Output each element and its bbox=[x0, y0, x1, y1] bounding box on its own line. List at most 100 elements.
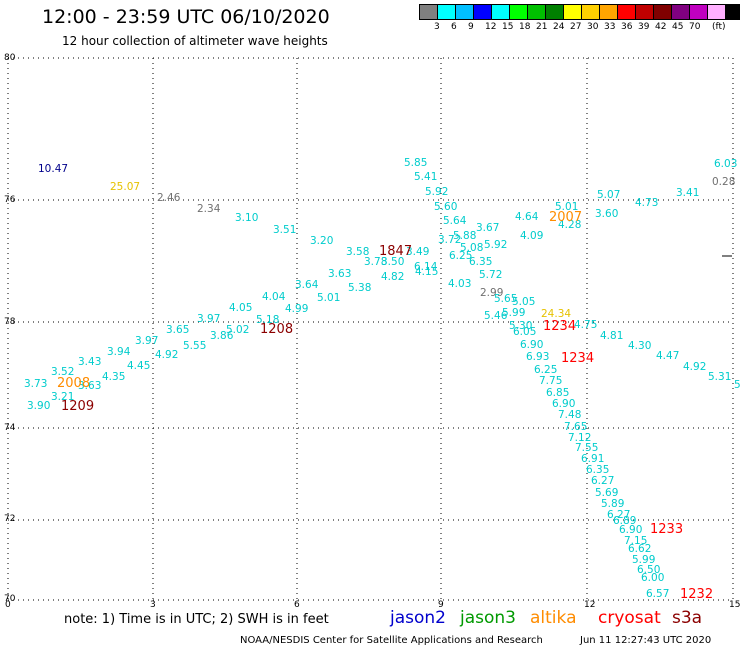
wave-height-label: 6.14 bbox=[414, 261, 438, 273]
wave-height-label: 2.34 bbox=[197, 203, 221, 215]
wave-height-label: 3.94 bbox=[107, 346, 131, 358]
wave-height-label: 3.67 bbox=[476, 222, 499, 234]
scale-label: 3 bbox=[434, 22, 440, 32]
x-tick-label: 0 bbox=[5, 600, 11, 610]
wave-height-label: 5.07 bbox=[597, 189, 620, 201]
satellite-s3a: s3a bbox=[672, 608, 703, 628]
wave-height-label: 10.47 bbox=[38, 163, 68, 175]
wave-height-label: 7.55 bbox=[575, 442, 598, 454]
wave-height-label: 4.04 bbox=[262, 291, 286, 303]
wave-height-label: 5.72 bbox=[479, 269, 502, 281]
wave-height-label: 5.02 bbox=[226, 324, 249, 336]
scale-label: 12 bbox=[485, 22, 497, 32]
wave-height-label: 3.65 bbox=[166, 324, 189, 336]
scale-label: 70 bbox=[689, 22, 701, 32]
scale-label: 15 bbox=[502, 22, 514, 32]
wave-height-label: 5.60 bbox=[434, 201, 457, 213]
pass-time-label: 1234 bbox=[543, 319, 576, 334]
wave-height-label: 5.69 bbox=[595, 487, 618, 499]
scale-label: 27 bbox=[570, 22, 582, 32]
x-tick-label: 6 bbox=[294, 600, 300, 610]
scale-swatch bbox=[689, 4, 708, 20]
scale-label: 42 bbox=[655, 22, 667, 32]
scale-label: 33 bbox=[604, 22, 616, 32]
wave-height-label: 3.60 bbox=[595, 208, 618, 220]
wave-height-label: 6.05 bbox=[513, 326, 536, 338]
scale-label: 18 bbox=[519, 22, 531, 32]
wave-height-label: 5.64 bbox=[443, 215, 467, 227]
wave-height-label: 6.50 bbox=[637, 564, 660, 576]
lat-lon-grid bbox=[7, 57, 734, 601]
scale-label: 9 bbox=[468, 22, 474, 32]
wave-height-label: 3.43 bbox=[78, 356, 101, 368]
wave-height-label: 6.25 bbox=[534, 364, 557, 376]
pass-time-label: 1232 bbox=[680, 587, 713, 602]
wave-height-label: 6.91 bbox=[581, 453, 604, 465]
wave-height-label: 4.45 bbox=[127, 360, 150, 372]
wave-height-label: 0.28 bbox=[712, 176, 735, 188]
satellite-altika: altika bbox=[530, 608, 577, 628]
scale-swatch bbox=[599, 4, 618, 20]
x-tick-label: 12 bbox=[584, 600, 596, 610]
scale-swatch bbox=[473, 4, 492, 20]
wave-height-label: 7.12 bbox=[568, 432, 591, 444]
scale-unit: (ft) bbox=[712, 22, 726, 32]
wave-height-label: 5.46 bbox=[484, 310, 508, 322]
satellite-jason2: jason2 bbox=[390, 608, 446, 628]
scale-swatch bbox=[617, 4, 636, 20]
scale-label: 39 bbox=[638, 22, 650, 32]
scale-label: 36 bbox=[621, 22, 633, 32]
scale-swatch bbox=[509, 4, 528, 20]
wave-height-label: 5.30 bbox=[509, 320, 532, 332]
wave-height-label: 4.03 bbox=[448, 278, 471, 290]
wave-height-label: 3.10 bbox=[235, 212, 258, 224]
wave-height-label: 6.90 bbox=[520, 339, 543, 351]
wave-height-label: 3.58 bbox=[346, 246, 369, 258]
y-tick-label: 70 bbox=[4, 594, 16, 604]
wave-height-label: 5.89 bbox=[601, 498, 624, 510]
wave-height-label: 7.48 bbox=[558, 409, 581, 421]
wave-height-label: 4.99 bbox=[285, 303, 308, 315]
wave-height-label: 3.97 bbox=[197, 313, 220, 325]
pass-time-labels: 1847 1208 2008 1209 2007 1234 1234 1233 1232 bbox=[57, 210, 713, 602]
wave-height-label: 7.15 bbox=[624, 535, 647, 547]
wave-height-label: 5.88 bbox=[453, 230, 476, 242]
pass-time-label: 2007 bbox=[549, 210, 582, 225]
page-subtitle: 12 hour collection of altimeter wave hei… bbox=[62, 34, 328, 48]
wave-height-label: 4.28 bbox=[558, 219, 581, 231]
wave-height-label: 6.35 bbox=[469, 256, 492, 268]
x-tick-label: 15 bbox=[729, 600, 740, 610]
wave-height-label: 6.90 bbox=[552, 398, 575, 410]
scale-swatch bbox=[707, 4, 726, 20]
pass-time-label: 1233 bbox=[650, 522, 683, 537]
y-tick-label: 72 bbox=[4, 514, 16, 524]
wave-height-label: 6.62 bbox=[628, 543, 651, 555]
wave-height-label: 3.41 bbox=[676, 187, 699, 199]
wave-height-label: 3.20 bbox=[310, 235, 333, 247]
satellite-cryosat: cryosat bbox=[598, 608, 661, 628]
wave-height-label: 4.75 bbox=[574, 319, 597, 331]
pass-time-label: 1847 bbox=[379, 244, 412, 259]
page-title: 12:00 - 23:59 UTC 06/10/2020 bbox=[42, 6, 330, 28]
wave-height-label: 5.55 bbox=[183, 340, 206, 352]
wave-height-label: 5 bbox=[0, 0, 7, 3]
wave-height-label: 3.72 bbox=[438, 234, 461, 246]
x-tick-label: 9 bbox=[438, 600, 444, 610]
wave-height-label: 4.09 bbox=[520, 230, 543, 242]
scale-swatch bbox=[725, 4, 740, 20]
wave-height-label: 3.52 bbox=[51, 366, 74, 378]
scale-swatch bbox=[419, 4, 438, 20]
wave-height-label: 24.34 bbox=[541, 308, 571, 320]
pass-time-label: 1209 bbox=[61, 399, 94, 414]
wave-height-label: 3.49 bbox=[406, 246, 429, 258]
pass-time-label: 1234 bbox=[561, 351, 594, 366]
scale-swatch bbox=[581, 4, 600, 20]
wave-height-label: 6.89 bbox=[613, 515, 636, 527]
wave-height-label: 3.73 bbox=[24, 378, 47, 390]
wave-height-label: 6.25 bbox=[449, 250, 472, 262]
footer-credit: NOAA/NESDIS Center for Satellite Applica… bbox=[240, 635, 543, 646]
wave-height-label: 6.93 bbox=[526, 351, 549, 363]
wave-height-label: 5.92 bbox=[425, 186, 448, 198]
y-tick-label: 80 bbox=[4, 53, 16, 63]
